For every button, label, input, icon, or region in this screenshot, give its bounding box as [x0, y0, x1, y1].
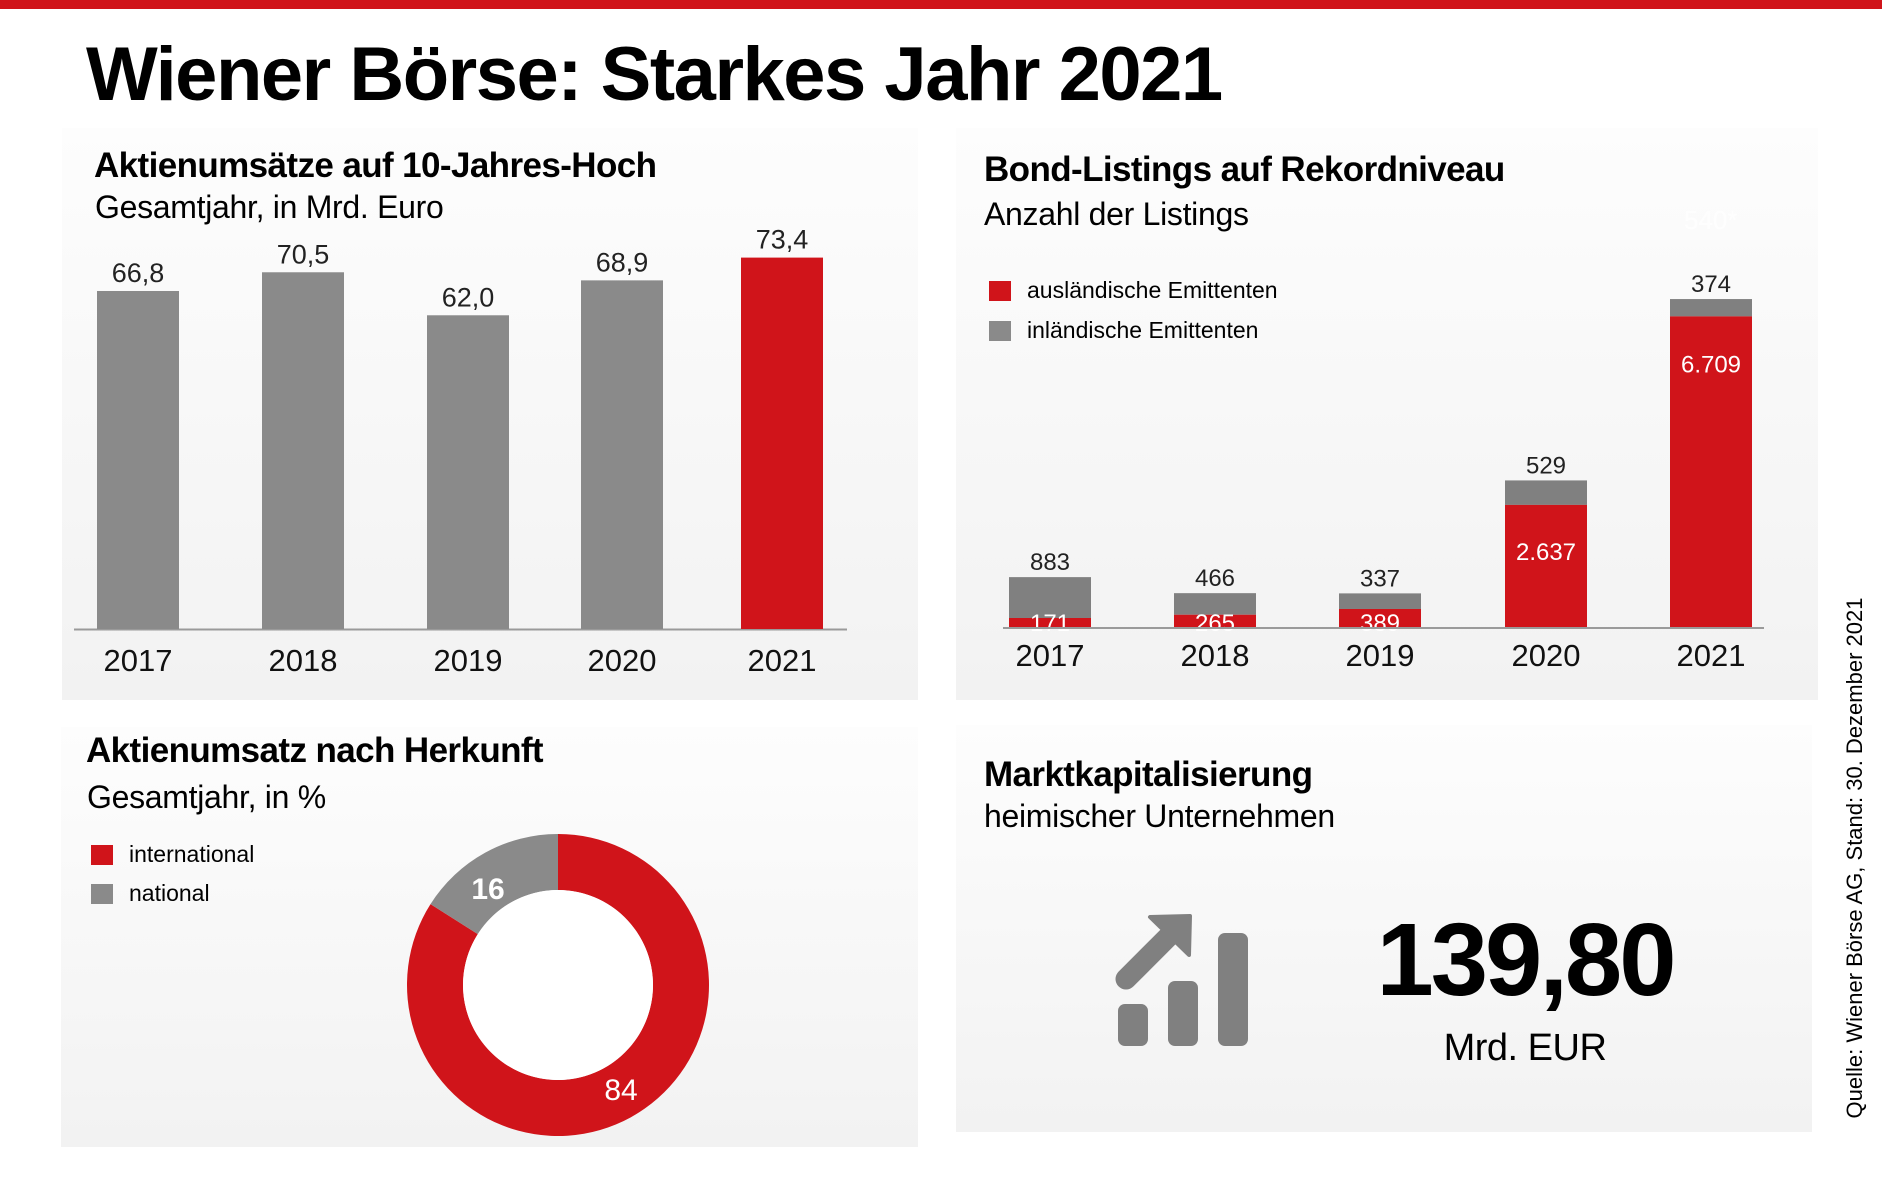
legend-swatch-foreign	[989, 281, 1011, 301]
legend-swatch-international	[91, 845, 113, 865]
legend-label-foreign: ausländische Emittenten	[1027, 277, 1278, 304]
marketcap-value: 139,80	[1370, 905, 1680, 1015]
source-note: Quelle: Wiener Börse AG, Stand: 30. Deze…	[1842, 598, 1868, 1119]
bonds-ghost-note: 540*	[1684, 205, 1738, 236]
icon-bar-large	[1218, 933, 1248, 1046]
turnover-heading: Aktienumsätze auf 10-Jahres-Hoch	[94, 146, 656, 186]
legend-label-domestic: inländische Emittenten	[1027, 317, 1258, 344]
origin-subtitle: Gesamtjahr, in %	[87, 778, 326, 816]
icon-bar-small	[1118, 1004, 1148, 1046]
marketcap-unit: Mrd. EUR	[1370, 1026, 1680, 1070]
legend-swatch-national	[91, 884, 113, 904]
legend-swatch-domestic	[989, 321, 1011, 341]
bonds-subtitle: Anzahl der Listings	[984, 195, 1249, 233]
marketcap-subtitle: heimischer Unternehmen	[984, 797, 1335, 835]
bonds-heading: Bond-Listings auf Rekordniveau	[984, 150, 1505, 190]
legend-item-international: international	[91, 841, 254, 868]
legend-item-foreign: ausländische Emittenten	[989, 277, 1278, 304]
legend-item-domestic: inländische Emittenten	[989, 317, 1258, 344]
legend-label-international: international	[129, 841, 254, 868]
marketcap-heading: Marktkapitalisierung	[984, 755, 1312, 795]
turnover-subtitle: Gesamtjahr, in Mrd. Euro	[95, 188, 444, 226]
chart-growth-icon	[1112, 910, 1252, 1050]
origin-heading: Aktienumsatz nach Herkunft	[86, 731, 543, 771]
icon-bar-medium	[1168, 981, 1198, 1046]
legend-item-national: national	[91, 880, 210, 907]
top-accent-bar	[0, 0, 1882, 9]
page-title: Wiener Börse: Starkes Jahr 2021	[86, 30, 1222, 120]
legend-label-national: national	[129, 880, 210, 907]
